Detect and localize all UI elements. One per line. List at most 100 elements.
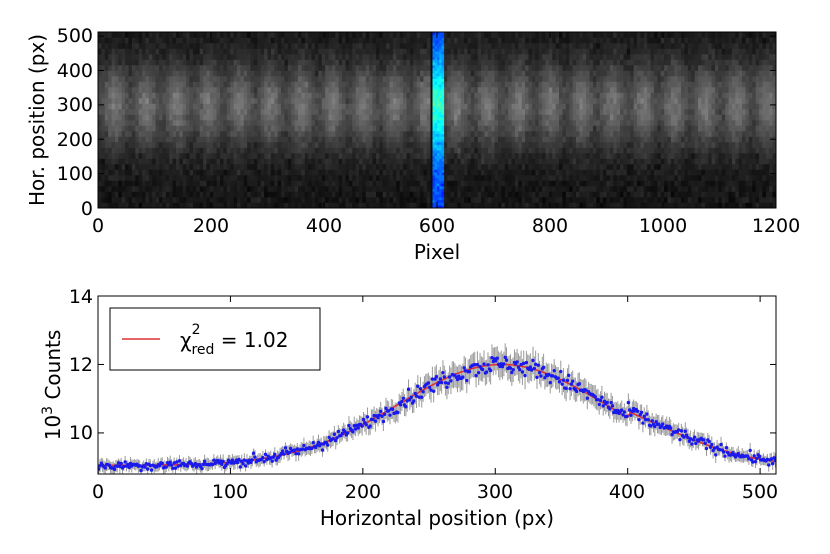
heatmap-cell [233, 54, 238, 60]
heatmap-cell [498, 136, 502, 143]
heatmap-cell [626, 202, 631, 208]
heatmap-cell [464, 142, 468, 148]
heatmap-cell [637, 32, 641, 38]
heatmap-cell [365, 164, 370, 170]
heatmap-cell [233, 37, 238, 44]
heatmap-cell [104, 70, 109, 77]
heatmap-cell [559, 158, 563, 165]
heatmap-cell [114, 169, 119, 176]
heatmap-cell [362, 98, 367, 104]
heatmap-cell [182, 92, 187, 99]
heatmap-cell [281, 87, 285, 93]
heatmap-cell [355, 153, 360, 159]
heatmap-cell [521, 65, 526, 71]
heatmap-cell [565, 120, 570, 126]
heatmap-cell [474, 92, 478, 99]
heatmap-cell [464, 158, 468, 165]
heatmap-cell [464, 76, 468, 82]
heatmap-cell [575, 202, 580, 208]
heatmap-cell [291, 175, 295, 181]
heatmap-cell [484, 180, 489, 187]
heatmap-cell [321, 169, 326, 176]
heatmap-cell [267, 158, 272, 165]
heatmap-cell [220, 87, 224, 93]
heatmap-cell [637, 98, 641, 104]
heatmap-cell [270, 109, 275, 115]
heatmap-cell [138, 109, 143, 115]
heatmap-cell [335, 48, 339, 55]
heatmap-cell [298, 186, 302, 192]
heatmap-cell [565, 131, 570, 137]
heatmap-cell [355, 70, 360, 77]
heatmap-cell [213, 114, 217, 121]
heatmap-cell [637, 153, 641, 159]
heatmap-cell [230, 48, 234, 55]
heatmap-cell [535, 131, 539, 137]
heatmap-cell [138, 43, 143, 49]
heatmap-cell [596, 153, 601, 159]
heatmap-cell [260, 120, 265, 126]
heatmap-cell [230, 87, 234, 93]
heatmap-cell [359, 114, 363, 121]
heatmap-cell [203, 48, 207, 55]
heatmap-cell [264, 59, 268, 66]
heatmap-cell [396, 169, 401, 176]
heatmap-cell [230, 147, 234, 154]
heatmap-cell [575, 87, 580, 93]
heatmap-cell [328, 37, 333, 44]
heatmap-cell [216, 158, 221, 165]
heatmap-cell [338, 81, 343, 88]
heatmap-cell [145, 136, 150, 143]
heatmap-cell [569, 131, 573, 137]
heatmap-cell [592, 164, 597, 170]
heatmap-cell [216, 59, 221, 66]
heatmap-cell [298, 59, 302, 66]
heatmap-cell [155, 191, 160, 198]
heatmap-cell [345, 125, 350, 132]
heatmap-cell [277, 70, 282, 77]
heatmap-cell [240, 180, 245, 187]
heatmap-cell [298, 43, 302, 49]
heatmap-cell [189, 164, 194, 170]
heatmap-cell [114, 32, 119, 38]
heatmap-cell [220, 54, 224, 60]
heatmap-cell [406, 136, 411, 143]
heatmap-cell [626, 76, 631, 82]
heatmap-cell [203, 131, 207, 137]
heatmap-cell [294, 147, 299, 154]
heatmap-cell [386, 180, 390, 187]
heatmap-cell [460, 186, 465, 192]
heatmap-cell [504, 120, 509, 126]
heatmap-cell [172, 43, 177, 49]
heatmap-cell [559, 98, 563, 104]
heatmap-cell [301, 43, 306, 49]
heatmap-cell [260, 180, 265, 187]
heatmap-cell [331, 87, 336, 93]
heatmap-cell [426, 92, 431, 99]
heatmap-cell [552, 32, 556, 38]
heatmap-cell [111, 131, 116, 137]
heatmap-cell [613, 169, 617, 176]
heatmap-cell [481, 54, 485, 60]
heatmap-cell [247, 87, 251, 93]
heatmap-cell [521, 131, 526, 137]
heatmap-cell [260, 37, 265, 44]
heatmap-cell [121, 32, 126, 38]
heatmap-cell [264, 191, 268, 198]
heatmap-cell [348, 54, 353, 60]
heatmap-cell [189, 103, 194, 110]
heatmap-cell [274, 125, 278, 132]
heatmap-cell [196, 164, 200, 170]
heatmap-cell [362, 147, 367, 154]
heatmap-cell [609, 186, 614, 192]
heatmap-cell [172, 164, 177, 170]
heatmap-cell [345, 43, 350, 49]
heatmap-cell [253, 142, 258, 148]
heatmap-cell [220, 70, 224, 77]
heatmap-cell [382, 131, 387, 137]
heatmap-cell [460, 197, 465, 203]
heatmap-cell [481, 43, 485, 49]
heatmap-cell [318, 48, 323, 55]
heatmap-cell [535, 70, 539, 77]
heatmap-cell [443, 164, 448, 170]
